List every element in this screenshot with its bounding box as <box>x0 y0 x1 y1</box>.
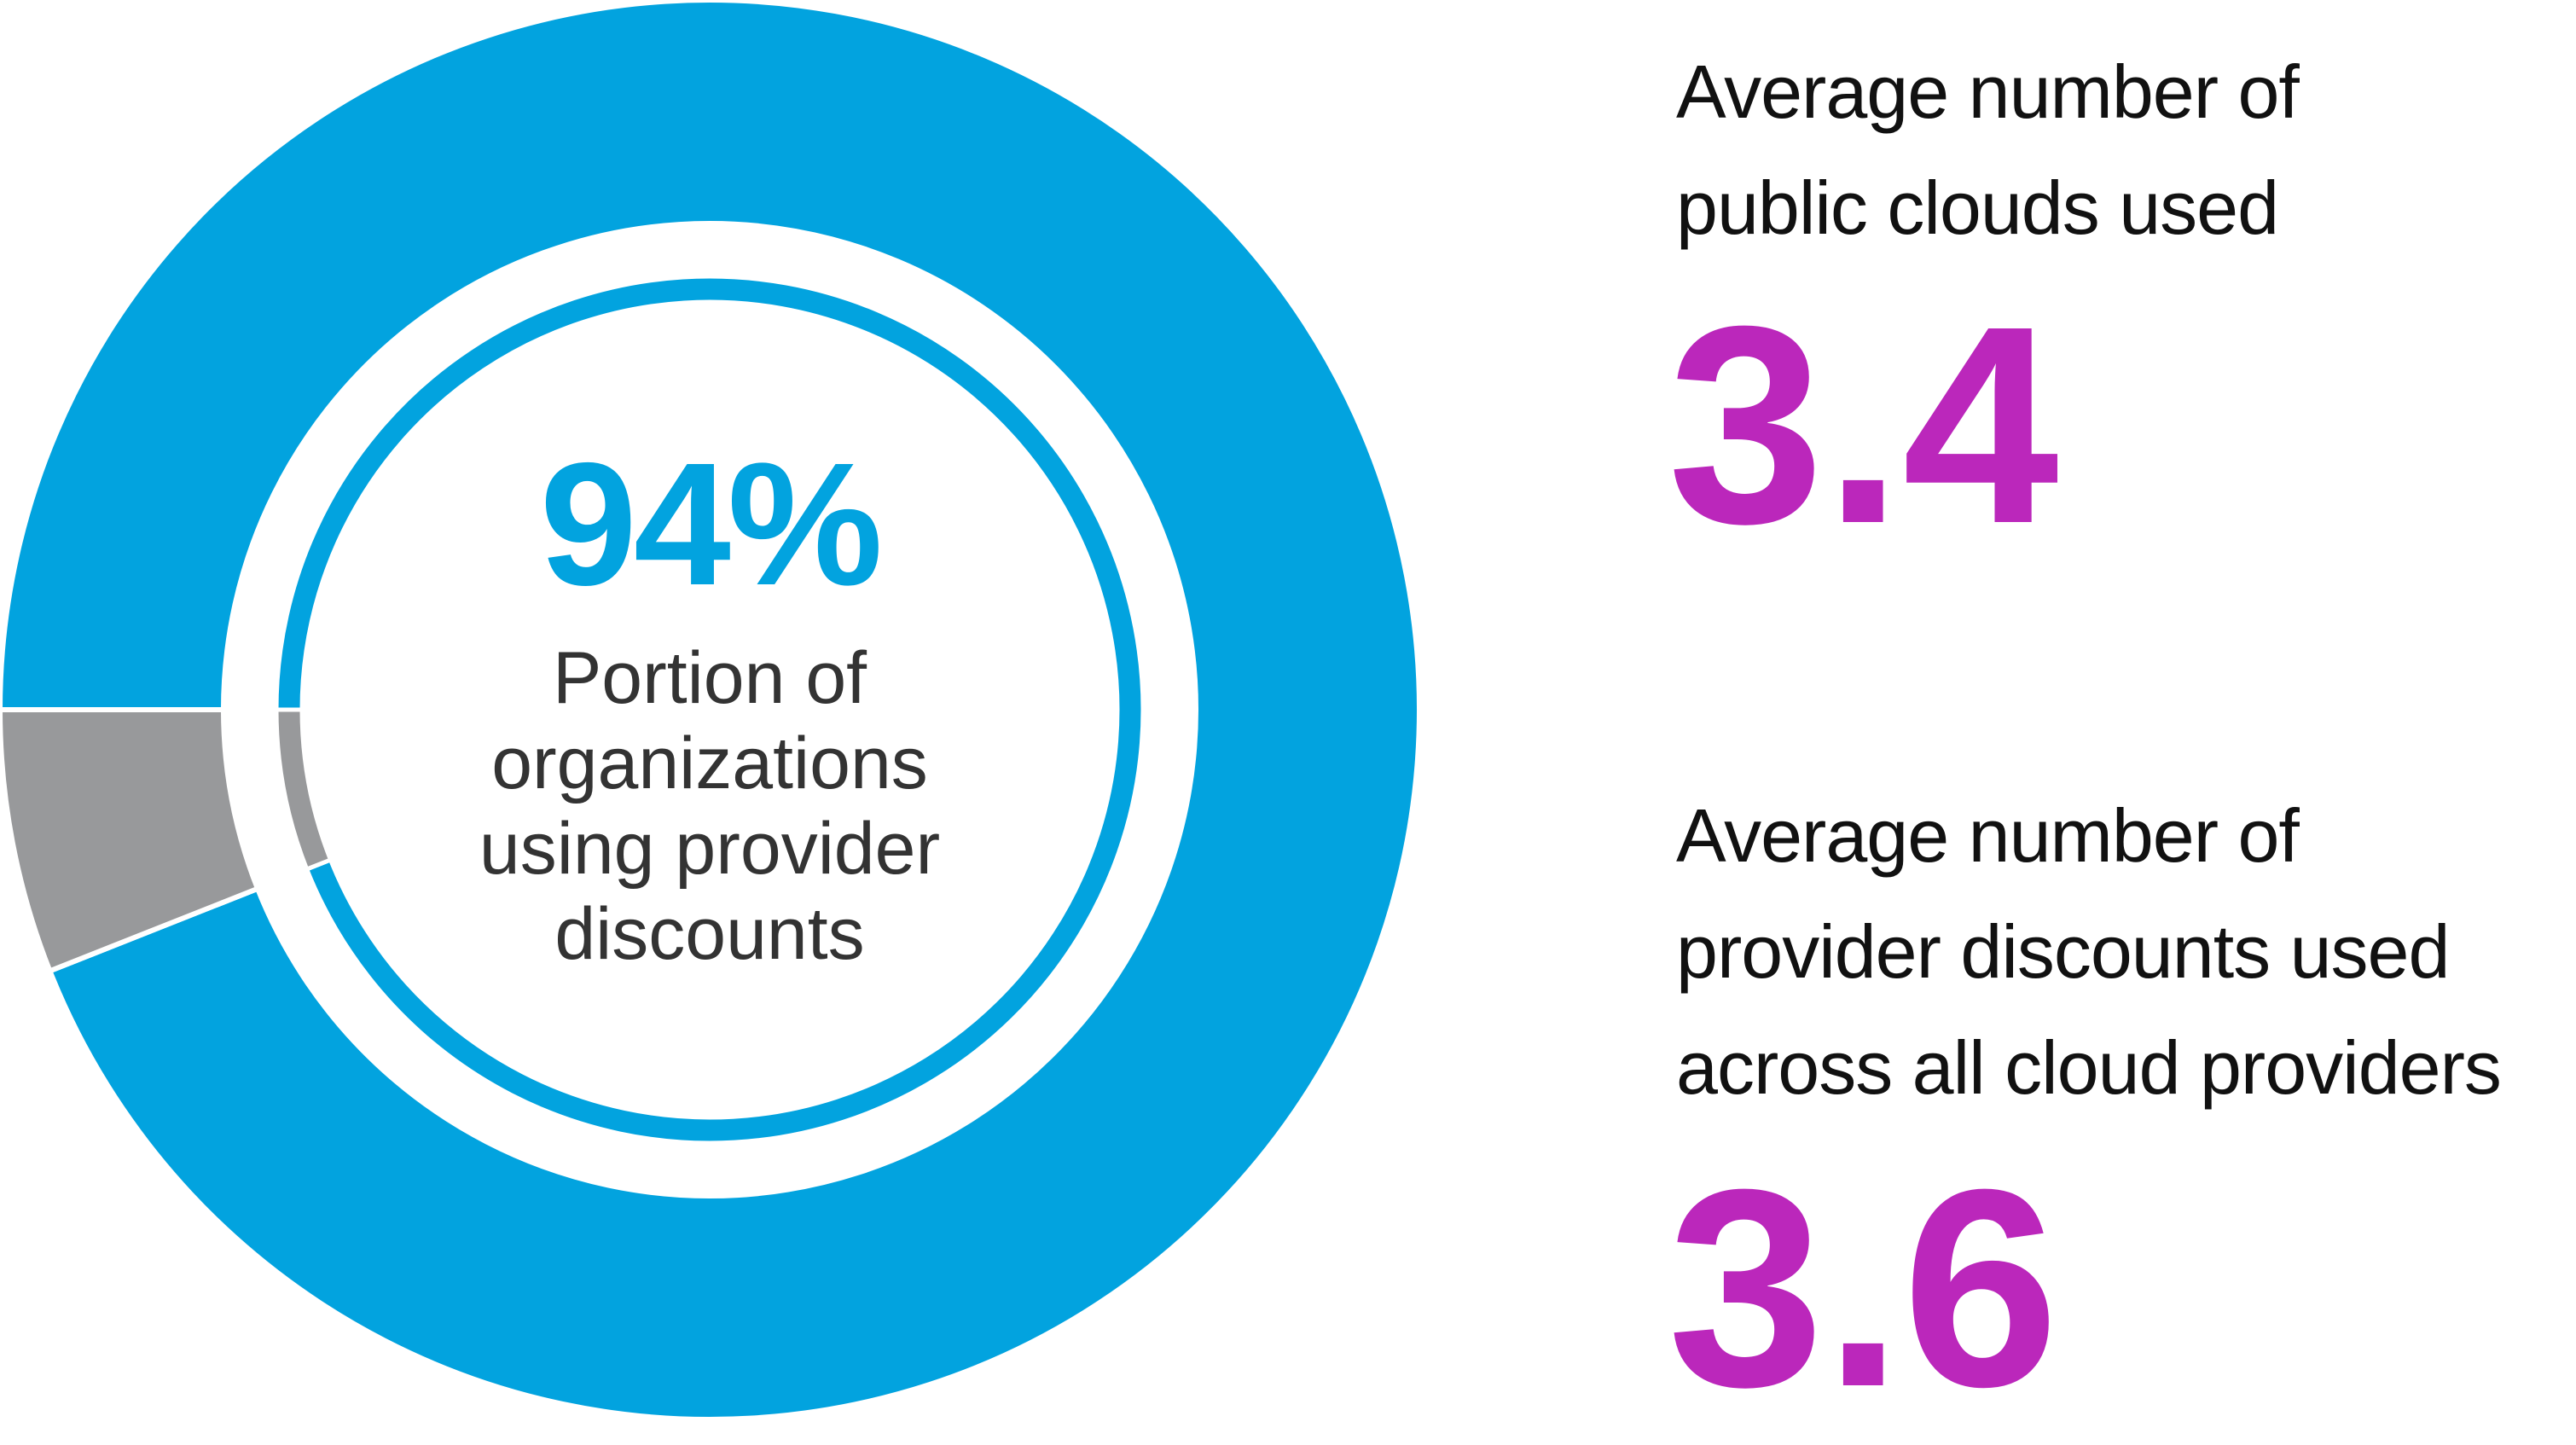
stat-provider-discounts-value: 3.6 <box>1668 1130 2059 1445</box>
label-line: public clouds used <box>1676 165 2279 250</box>
label-line: Portion of <box>552 637 867 719</box>
outer-slice-using-discounts <box>0 0 1419 1419</box>
inner-slice-not-using-discounts <box>274 707 334 873</box>
stat-provider-discounts-label: Average number of provider discounts use… <box>1676 778 2502 1126</box>
label-line: discounts <box>554 893 865 975</box>
donut-center-value: 94% <box>539 427 883 622</box>
inner-slice-using-discounts <box>274 274 1146 1146</box>
stat-public-clouds-label: Average number of public clouds used <box>1676 34 2300 266</box>
donut-center-label: Portion of organizations using provider … <box>283 635 1136 977</box>
donut-chart <box>0 0 1419 1419</box>
label-line: organizations <box>491 722 928 804</box>
stat-public-clouds-value: 3.4 <box>1668 267 2059 582</box>
label-line: using provider <box>479 808 941 890</box>
label-line: Average number of <box>1676 49 2300 134</box>
label-line: across all cloud providers <box>1676 1025 2502 1110</box>
label-line: Average number of <box>1676 793 2300 878</box>
outer-slice-not-using-discounts <box>0 707 261 975</box>
label-line: provider discounts used <box>1676 909 2450 994</box>
